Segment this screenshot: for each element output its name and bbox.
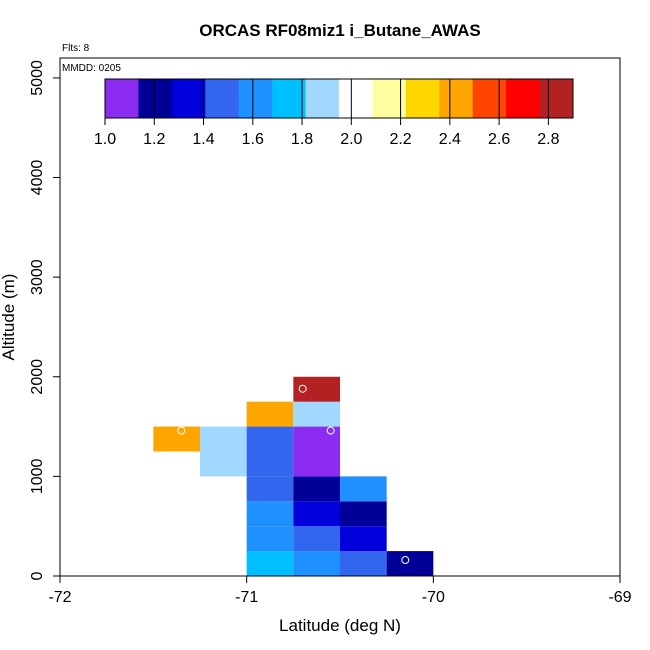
heatmap-cell bbox=[200, 501, 247, 527]
date-label: MMDD: 0205 bbox=[62, 63, 121, 74]
x-axis-label: Latitude (deg N) bbox=[279, 616, 401, 635]
heatmap-cell bbox=[246, 451, 294, 477]
colorbar-swatch bbox=[405, 79, 440, 118]
flights-label: Flts: 8 bbox=[62, 43, 90, 54]
colorbar-swatch bbox=[238, 79, 273, 118]
heatmap-cell bbox=[153, 426, 200, 452]
x-axis: -72 -71 -70 -69 bbox=[48, 576, 632, 606]
heatmap-cell bbox=[246, 476, 294, 502]
plot-area bbox=[59, 57, 621, 577]
colorbar-swatch bbox=[439, 79, 474, 118]
heatmap-cell bbox=[246, 526, 294, 552]
y-tick-label: 3000 bbox=[29, 259, 46, 295]
heatmap-cell bbox=[200, 551, 247, 576]
heatmap-cell bbox=[293, 451, 340, 477]
colorbar-swatch bbox=[506, 79, 541, 118]
colorbar-swatch bbox=[472, 79, 507, 118]
heatmap-cell bbox=[293, 551, 340, 576]
heatmap-cell bbox=[293, 501, 340, 527]
x-tick-label: -70 bbox=[422, 589, 445, 606]
heatmap-cell bbox=[246, 426, 294, 452]
sample-marker bbox=[326, 426, 335, 435]
heatmap-cell bbox=[246, 551, 294, 576]
y-tick-label: 1000 bbox=[29, 458, 46, 494]
colorbar-swatch bbox=[205, 79, 240, 118]
heatmap-cell bbox=[340, 501, 387, 527]
x-tick-label: -72 bbox=[48, 589, 71, 606]
colorbar-tick-label: 2.6 bbox=[488, 131, 510, 148]
y-tick-label: 4000 bbox=[29, 160, 46, 196]
sample-marker bbox=[177, 426, 186, 435]
heatmap-cell bbox=[246, 401, 294, 427]
heatmap-cell bbox=[200, 426, 247, 452]
colorbar-tick-label: 1.6 bbox=[242, 131, 264, 148]
heatmap-cell bbox=[340, 526, 387, 552]
y-tick-label: 0 bbox=[29, 571, 46, 580]
heatmap-cell bbox=[293, 426, 340, 452]
heatmap-cell bbox=[200, 526, 247, 552]
colorbar-tick-label: 1.2 bbox=[143, 131, 165, 148]
sample-markers bbox=[177, 384, 410, 565]
colorbar: 1.0 1.2 1.4 1.6 1.8 2.0 2.2 2.4 2.6 2.8 bbox=[94, 78, 574, 148]
heatmap-cell bbox=[293, 476, 340, 502]
heatmap-cells bbox=[153, 376, 434, 576]
colorbar-tick-label: 2.8 bbox=[537, 131, 559, 148]
colorbar-tick-label: 2.0 bbox=[340, 131, 362, 148]
heatmap-cell bbox=[200, 476, 247, 502]
plot-frame bbox=[59, 57, 621, 577]
y-axis: 0 1000 2000 3000 4000 5000 bbox=[29, 60, 60, 580]
colorbar-swatch bbox=[138, 79, 173, 118]
colorbar-swatch bbox=[272, 79, 307, 118]
heatmap-cell bbox=[246, 501, 294, 527]
heatmap-cell bbox=[340, 551, 387, 576]
heatmap-cell bbox=[293, 376, 340, 402]
heatmap-cell bbox=[340, 476, 387, 502]
y-tick-label: 5000 bbox=[29, 60, 46, 96]
heatmap-cell bbox=[293, 526, 340, 552]
sample-marker bbox=[298, 384, 307, 393]
colorbar-tick-label: 2.4 bbox=[439, 131, 461, 148]
heatmap-cell bbox=[386, 551, 434, 576]
sample-marker bbox=[224, 553, 232, 562]
y-axis-label: Altitude (m) bbox=[0, 274, 18, 361]
x-tick-label: -69 bbox=[608, 589, 631, 606]
colorbar-tick-label: 1.4 bbox=[192, 131, 214, 148]
colorbar-tick-label: 1.0 bbox=[94, 131, 116, 148]
colorbar-swatch bbox=[339, 79, 373, 118]
y-tick-label: 2000 bbox=[29, 359, 46, 395]
chart-title: ORCAS RF08miz1 i_Butane_AWAS bbox=[199, 21, 481, 40]
colorbar-swatch bbox=[105, 79, 139, 118]
colorbar-tick-label: 1.8 bbox=[291, 131, 313, 148]
heatmap-cell bbox=[293, 401, 340, 427]
colorbar-swatch bbox=[305, 79, 340, 118]
x-tick-label: -71 bbox=[235, 589, 258, 606]
colorbar-tick-label: 2.2 bbox=[389, 131, 411, 148]
heatmap-cell bbox=[200, 451, 247, 477]
colorbar-swatch bbox=[372, 79, 407, 118]
sample-marker bbox=[401, 556, 410, 565]
colorbar-swatch bbox=[539, 79, 574, 118]
colorbar-swatch bbox=[171, 79, 206, 118]
